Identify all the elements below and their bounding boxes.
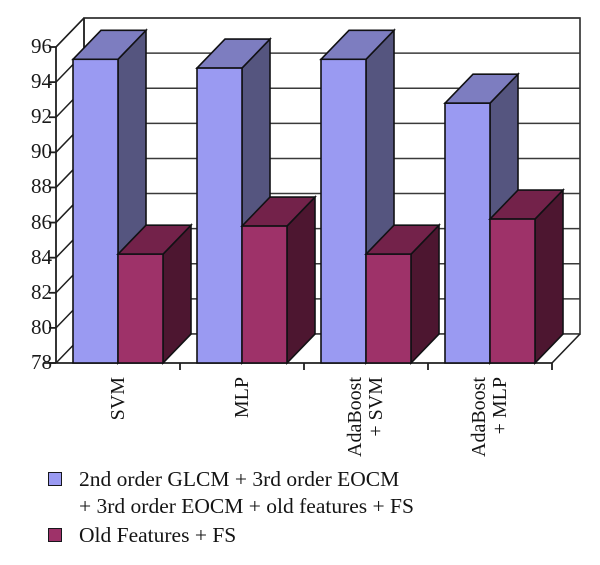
chart-legend: 2nd order GLCM + 3rd order EOCM + 3rd or… <box>48 466 588 551</box>
plot-top-depth-edge <box>55 17 85 48</box>
legend-label: 2nd order GLCM + 3rd order EOCM + 3rd or… <box>79 467 414 518</box>
bar-3d <box>488 188 565 365</box>
y-axis-tick-label: 88 <box>31 174 52 199</box>
legend-item: 2nd order GLCM + 3rd order EOCM + 3rd or… <box>48 466 588 520</box>
legend-item: Old Features + FS <box>48 522 588 549</box>
legend-label: Old Features + FS <box>79 523 237 547</box>
y-axis-tick-label: 92 <box>31 104 52 129</box>
floor-right-depth-edge <box>551 333 581 364</box>
bar-3d <box>116 223 193 365</box>
bar-3d <box>240 195 317 365</box>
y-axis-tick-label: 84 <box>31 244 52 269</box>
y-axis-tick-label: 94 <box>31 69 52 94</box>
y-axis-tick-label: 96 <box>31 34 52 58</box>
legend-color-swatch <box>48 528 62 542</box>
y-axis-tick-label: 78 <box>31 350 52 374</box>
y-axis-tick-label: 86 <box>31 209 52 234</box>
bar-3d <box>319 28 396 365</box>
legend-color-swatch <box>48 472 62 486</box>
y-axis-tick-labels: 96 94 92 90 88 86 84 82 80 78 <box>0 0 52 420</box>
x-axis-category-labels: SVM MLP AdaBoost + SVM AdaBoost + MLP <box>107 377 512 457</box>
y-axis-tick-label: 90 <box>31 139 52 164</box>
y-axis-tick-label: 82 <box>31 279 52 304</box>
bar-3d <box>364 223 441 365</box>
y-axis-tick-label: 80 <box>31 314 52 339</box>
plot-area <box>44 17 581 370</box>
